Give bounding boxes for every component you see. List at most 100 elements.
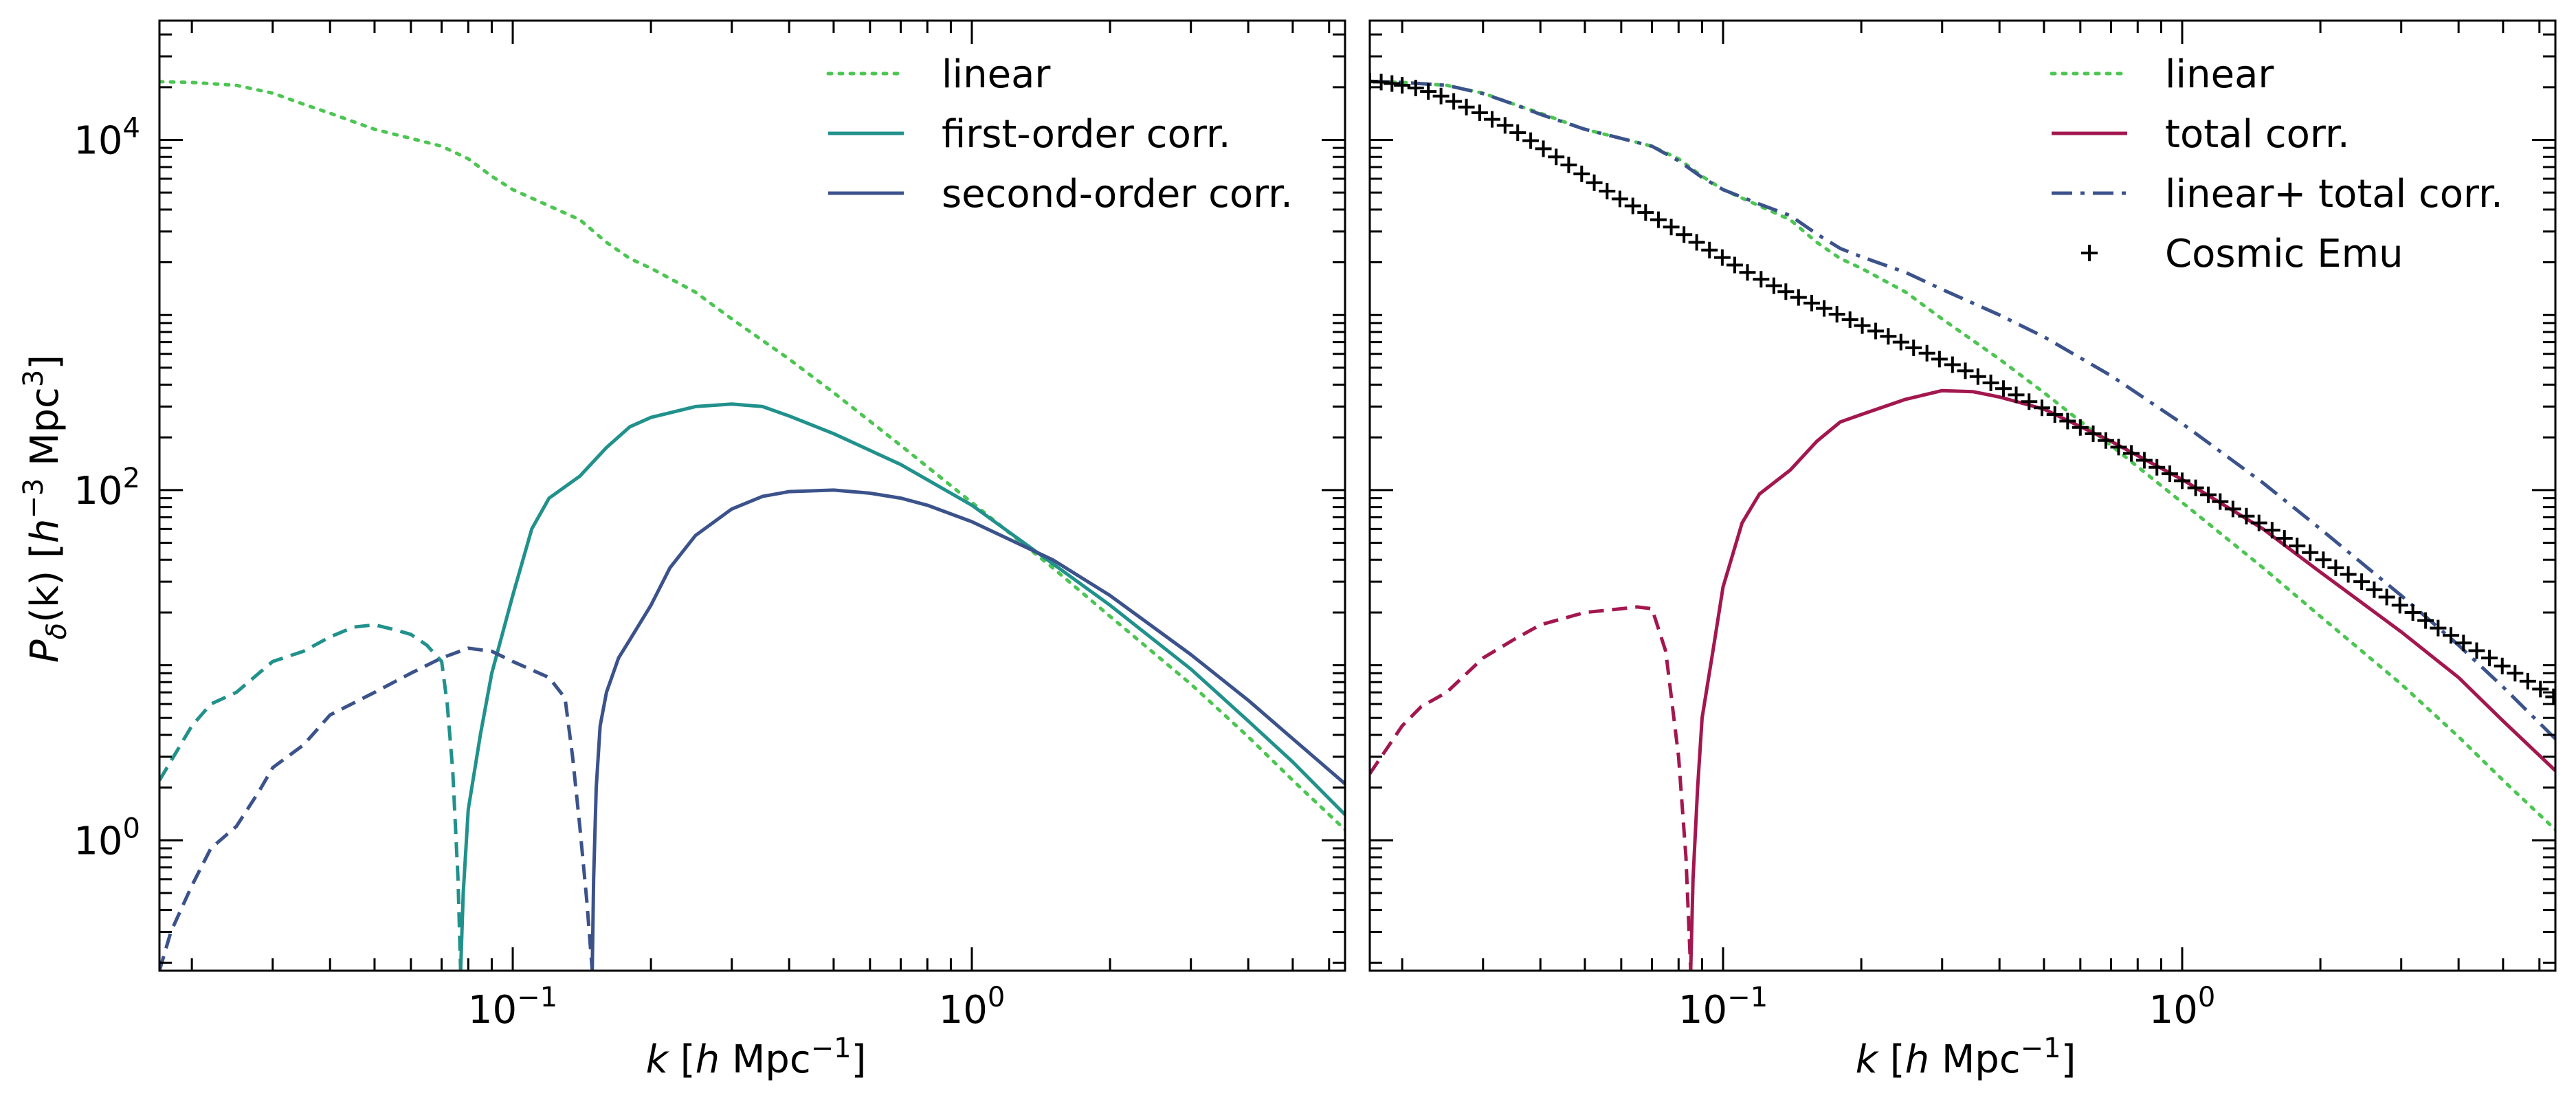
y-axis-label: Pδ(k) [h−3 Mpc3]: [18, 355, 73, 663]
cosmic-emu-marker: [2315, 551, 2332, 569]
cosmic-emu-marker: [1611, 190, 1628, 208]
x-label-k: k: [1856, 1037, 1880, 1082]
x-label-open: [: [668, 1037, 696, 1082]
cosmic-emu-marker: [2085, 425, 2102, 442]
x-label-h: h: [1905, 1037, 1930, 1082]
cosmic-emu-marker: [1880, 328, 1897, 345]
cosmic-emu-marker: [1432, 87, 1450, 104]
legend-label-linear: linear: [2165, 52, 2274, 97]
cosmic-emu-marker: [1535, 140, 1552, 157]
cosmic-emu-marker: [1663, 219, 1680, 236]
cosmic-emu-marker: [1522, 132, 1540, 149]
cosmic-emu-marker: [1548, 148, 1565, 166]
cosmic-emu-marker: [1509, 124, 1526, 141]
cosmic-emu-marker: [1995, 380, 2012, 397]
cosmic-emu-marker: [1982, 374, 1999, 391]
legend: linear total corr. linear+ total corr. Cosm…: [2050, 52, 2503, 276]
tick-exponent: 0: [988, 982, 1005, 1013]
cosmic-emu-marker: [2135, 452, 2153, 469]
cosmic-emu-marker: [1407, 79, 1424, 96]
x-axis-label-left: k [h Mpc−1]: [646, 1033, 867, 1082]
cosmic-emu-marker: [2340, 566, 2357, 583]
x-label-h: h: [696, 1037, 720, 1082]
cosmic-emu-marker: [2200, 486, 2217, 503]
legend-label-linear: linear: [942, 52, 1051, 97]
cosmic-emu-marker: [2008, 386, 2025, 404]
cosmic-emu-marker: [1573, 165, 1590, 182]
cosmic-emu-marker: [2238, 507, 2255, 525]
cosmic-emu-marker: [1777, 283, 1795, 300]
cosmic-emu-marker: [2097, 432, 2114, 449]
tick-exponent: 4: [123, 113, 140, 144]
cosmic-emu-marker: [1713, 249, 1731, 266]
cosmic-emu-marker: [1650, 211, 1667, 228]
cosmic-emu-marker: [1753, 271, 1770, 288]
cosmic-emu-marker: [2481, 650, 2498, 667]
cosmic-emu-marker: [1560, 156, 1577, 173]
cosmic-emu-marker: [2123, 445, 2140, 462]
cosmic-emu-marker: [1765, 277, 1782, 294]
cosmic-emu-marker: [2046, 406, 2063, 423]
tick-base: 10: [74, 119, 122, 164]
x-axis-label-right: k [h Mpc−1]: [1856, 1033, 2076, 1082]
legend-label-total-corr: total corr.: [2165, 112, 2350, 157]
series-linear: [159, 80, 1345, 832]
x-tick-label: 10−1: [1678, 982, 1768, 1033]
cosmic-emu-marker: [1688, 234, 1705, 251]
y-label-h: h: [23, 519, 67, 544]
cosmic-emu-marker: [2224, 500, 2241, 518]
cosmic-emu-marker: [1957, 362, 1974, 379]
tick-marks: [1370, 21, 2555, 971]
cosmic-emu-marker: [1739, 264, 1756, 281]
legend-swatch-cosmic-emu: [2081, 245, 2098, 261]
y-label-arg: (k) [: [23, 543, 67, 623]
series-first-order-corr-negative: [159, 623, 463, 971]
series-total-corr-negative: [1370, 605, 1693, 971]
cosmic-emu-marker: [1676, 226, 1693, 243]
series-first-order-corr: [458, 402, 1345, 971]
cosmic-emu-marker: [2162, 465, 2179, 483]
tick-base: 10: [1678, 988, 1727, 1033]
cosmic-emu-marker: [1803, 294, 1821, 311]
cosmic-emu-marker: [1828, 306, 1845, 323]
y-label-h-exp: −3: [18, 478, 49, 519]
cosmic-emu-marker: [1637, 204, 1654, 221]
cosmic-emu-marker: [1969, 368, 1986, 385]
x-label-exp: −1: [811, 1033, 852, 1064]
cosmic-emu-marker: [2250, 514, 2267, 531]
cosmic-emu-marker: [1918, 344, 1935, 362]
cosmic-emu-marker: [1496, 117, 1513, 134]
cosmic-emu-marker: [1905, 339, 1922, 356]
cosmic-emu-marker: [2174, 472, 2190, 489]
cosmic-emu-marker: [1944, 356, 1961, 373]
tick-base: 10: [2149, 988, 2198, 1033]
series-cosmic-emu: [1370, 73, 2555, 705]
cosmic-emu-marker: [2468, 642, 2485, 659]
cosmic-emu-marker: [2034, 399, 2051, 417]
x-label-mpc: Mpc: [1929, 1037, 2020, 1082]
tick-base: 10: [74, 819, 122, 863]
cosmic-emu-marker: [2366, 581, 2383, 598]
cosmic-emu-marker: [1624, 197, 1641, 214]
cosmic-emu-marker: [2072, 419, 2089, 436]
x-label-exp: −1: [2021, 1033, 2061, 1064]
cosmic-emu-marker: [1867, 322, 1885, 340]
series-linear-total-corr: [1370, 79, 2555, 740]
cosmic-emu-marker: [1931, 351, 1948, 368]
cosmic-emu-marker: [1892, 333, 1909, 351]
cosmic-emu-marker: [2021, 393, 2038, 410]
cosmic-emu-marker: [2187, 479, 2204, 496]
plot-frame: [1368, 19, 2557, 972]
cosmic-emu-marker: [1420, 83, 1437, 100]
cosmic-emu-marker: [1384, 75, 1401, 92]
tick-exponent: −1: [517, 982, 557, 1013]
cosmic-emu-marker: [2059, 412, 2076, 430]
cosmic-emu-marker: [2212, 493, 2229, 510]
legend-label-second-order-corr: second-order corr.: [942, 172, 1293, 217]
cosmic-emu-marker: [2289, 538, 2306, 555]
cosmic-emu-marker: [2353, 573, 2370, 591]
cosmic-emu-marker: [1854, 317, 1871, 334]
series-second-order-corr: [590, 488, 1345, 971]
